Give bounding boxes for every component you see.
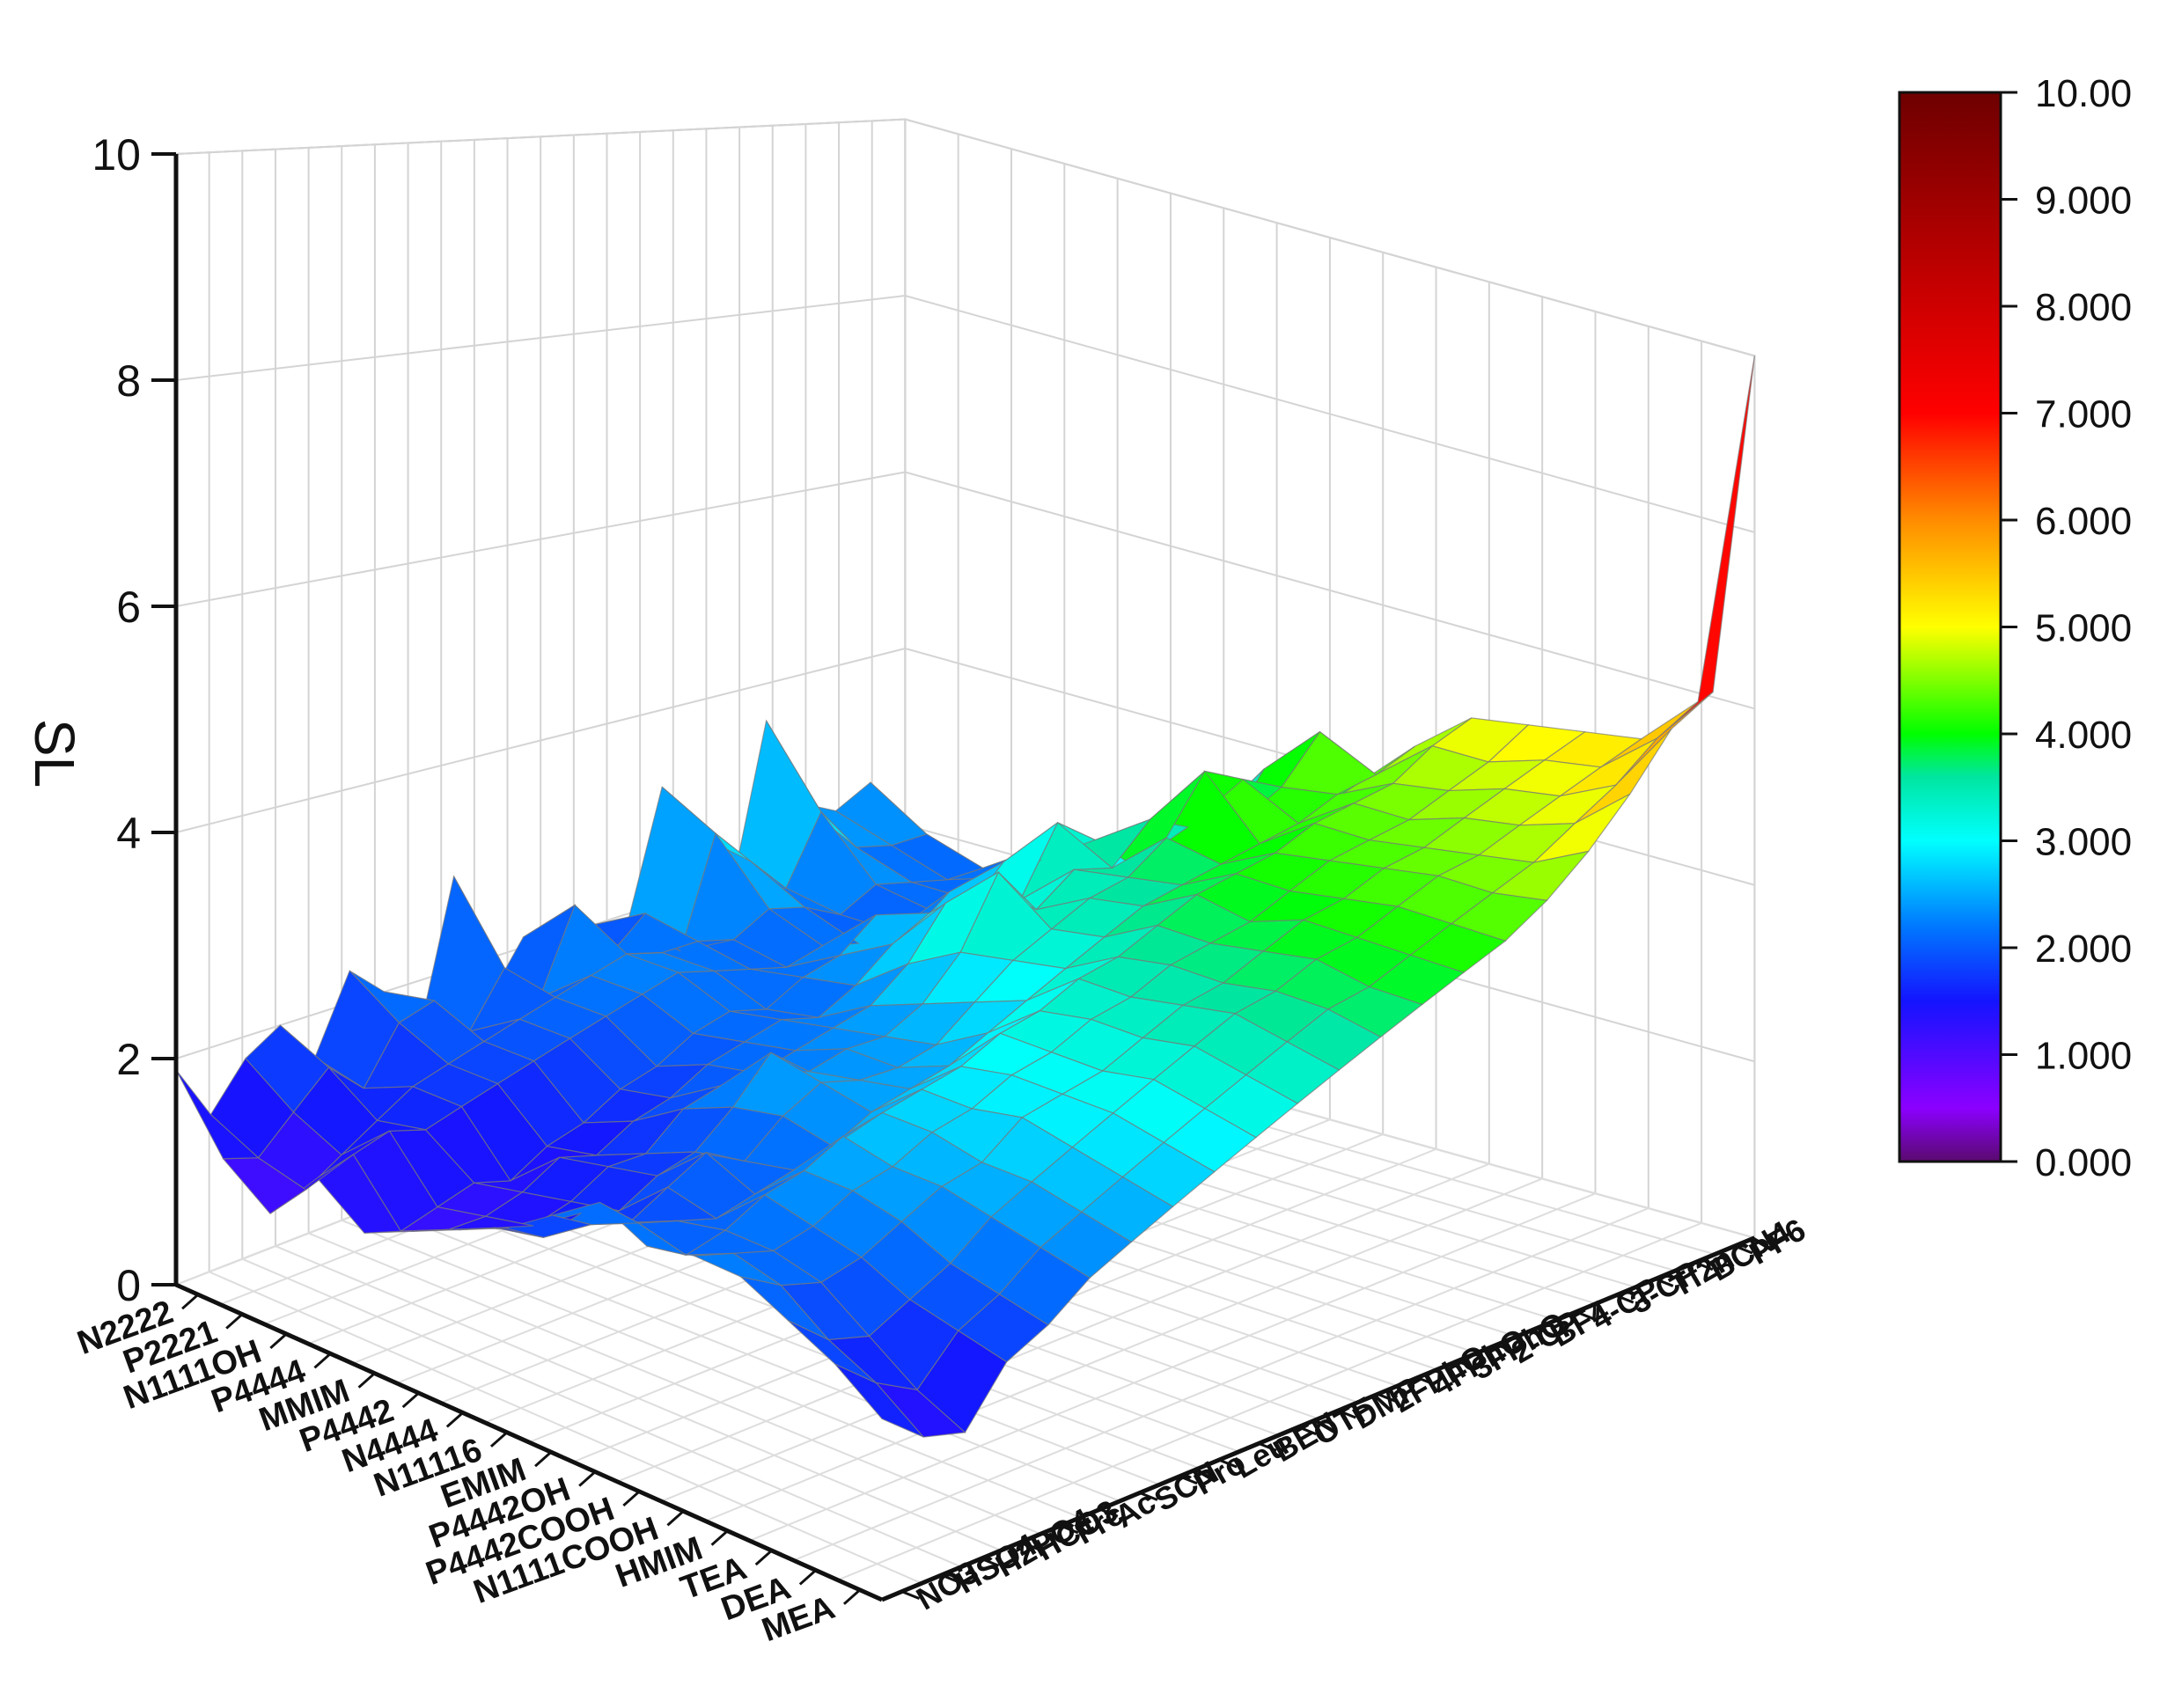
x-tick (622, 1490, 641, 1507)
z-tick-label: 4 (116, 809, 141, 858)
colorbar-tick-label: 4.000 (2035, 714, 2132, 757)
x-tick (489, 1431, 508, 1448)
y-tick (941, 1573, 960, 1584)
colorbar-tick-label: 8.000 (2035, 286, 2132, 329)
y-tick (1734, 1244, 1753, 1255)
colorbar-tick-label: 7.000 (2035, 393, 2132, 436)
x-tick (798, 1569, 817, 1586)
z-tick-label: 10 (92, 130, 141, 180)
colorbar-ticks: 0.000 1.000 2.000 3.000 4.000 5.000 6.000 7.000… (2001, 72, 2132, 1184)
y-tick (1099, 1507, 1119, 1518)
floor-gridline (275, 1245, 1002, 1551)
x-tick (666, 1510, 685, 1527)
colorbar-tick-label: 5.000 (2035, 607, 2132, 650)
y-tick (1576, 1310, 1595, 1321)
y-tick (1179, 1475, 1198, 1485)
y-tick (1655, 1278, 1674, 1287)
colorbar-gradient (1898, 91, 2002, 1163)
wall-gridline (175, 118, 1755, 357)
y-tick (900, 1590, 921, 1601)
z-tick-label: 6 (116, 583, 141, 632)
y-tick (1258, 1441, 1277, 1452)
axes-group (173, 154, 1756, 1602)
y-tick (1297, 1426, 1317, 1436)
floor-gridline (209, 1271, 922, 1585)
x-tick (357, 1372, 376, 1389)
colorbar-tick-label: 1.000 (2035, 1035, 2132, 1078)
y-tick (1416, 1376, 1436, 1386)
y-tick (1615, 1294, 1635, 1304)
wall-gridline (175, 471, 1755, 710)
x-tick (754, 1549, 773, 1566)
x-tick (401, 1391, 420, 1409)
colorbar-tick-label: 2.000 (2035, 927, 2132, 971)
floor-gridline (408, 1193, 1160, 1486)
x-tick (445, 1411, 464, 1428)
colorbar-tick-label: 3.000 (2035, 821, 2132, 864)
z-tick-label: 0 (116, 1261, 141, 1310)
x-axis-labels: N2222P2221N1111OHP4444MMIMP4442N4444N111… (73, 1294, 861, 1649)
floor-gridline (374, 1206, 1120, 1502)
surface-cell (175, 1069, 260, 1160)
y-tick (1218, 1458, 1238, 1469)
z-axis-title: SL (23, 719, 86, 788)
z-tick-label: 2 (116, 1035, 141, 1084)
x-tick (842, 1588, 861, 1605)
z-tick-label: 8 (116, 356, 141, 406)
colorbar-tick-label: 9.000 (2035, 180, 2132, 223)
y-tick (1060, 1524, 1079, 1535)
floor-gridline (241, 1257, 962, 1568)
y-tick (1139, 1492, 1158, 1501)
y-tick (1694, 1261, 1714, 1272)
wall-gridline (175, 295, 1755, 533)
x-tick (269, 1332, 288, 1350)
x-axis (174, 1282, 884, 1602)
colorbar-tick-label: 10.00 (2035, 72, 2132, 115)
colorbar-tick-label: 0.000 (2035, 1141, 2132, 1184)
x-tick (710, 1529, 729, 1546)
x-tick (534, 1451, 553, 1468)
floor-gridline (308, 1232, 1041, 1536)
y-tick (981, 1557, 1000, 1567)
floor-gridline (341, 1219, 1081, 1519)
y-tick (1377, 1392, 1396, 1403)
colorbar-tick-label: 6.000 (2035, 500, 2132, 543)
y-tick (1020, 1541, 1040, 1550)
y-tick (1536, 1327, 1555, 1337)
colorbar: 0.000 1.000 2.000 3.000 4.000 5.000 6.000 7.000… (1898, 72, 2132, 1184)
y-tick (1337, 1409, 1356, 1419)
x-tick (181, 1294, 200, 1310)
x-tick (313, 1352, 332, 1369)
y-tick (1456, 1360, 1475, 1370)
x-tick (578, 1470, 597, 1487)
y-tick (1495, 1343, 1516, 1353)
surface-mesh (175, 356, 1755, 1438)
x-tick (225, 1313, 244, 1330)
z-axis-labels: 0 2 4 6 8 10 (92, 130, 176, 1310)
y-axis (881, 1235, 1756, 1602)
